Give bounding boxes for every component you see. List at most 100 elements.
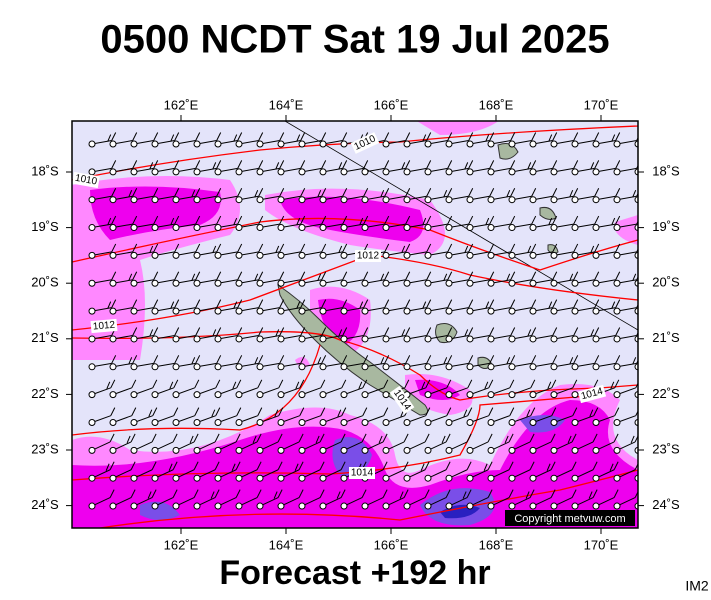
barb-station <box>88 251 96 259</box>
barb-flag <box>321 160 327 169</box>
barb-flag <box>384 215 390 225</box>
barb-flag <box>425 379 431 389</box>
barb-flag <box>341 379 347 389</box>
barb-flag <box>273 491 278 499</box>
barb-flag <box>174 215 180 225</box>
barb-station <box>529 251 537 259</box>
barb-station <box>445 419 453 426</box>
barb-station <box>487 251 495 259</box>
barb-station <box>319 446 327 454</box>
barb-station <box>571 140 579 148</box>
barb-flag <box>403 489 409 498</box>
barb-station <box>466 335 474 343</box>
barb-station <box>277 168 285 176</box>
barb-station <box>319 140 327 148</box>
barb-flag <box>615 160 621 169</box>
barb-flag <box>107 217 112 226</box>
barb-flag <box>654 246 657 253</box>
barb-flag <box>484 381 489 390</box>
barb-flag <box>111 215 117 225</box>
barb-flag <box>405 188 411 197</box>
barb-flag <box>321 188 327 197</box>
barb-flag <box>658 244 662 252</box>
barb-flag <box>424 433 430 443</box>
barb-flag <box>405 327 411 336</box>
barb-flag <box>634 462 638 470</box>
barb-station <box>235 391 243 399</box>
barb-flag <box>277 433 283 443</box>
isobar-label: 1014 <box>351 468 374 479</box>
barb-station <box>508 168 516 176</box>
barb-shaft <box>637 199 638 200</box>
barb-station <box>193 196 201 204</box>
barb-flag <box>195 215 201 225</box>
barb-station <box>508 363 516 371</box>
barb-station <box>466 224 474 232</box>
barb-station <box>508 140 516 148</box>
barb-station <box>151 502 159 510</box>
barb-station <box>529 363 537 371</box>
barb-station <box>487 363 495 371</box>
barb-station <box>256 502 264 510</box>
barb-flag <box>191 357 196 365</box>
barb-flag <box>489 355 495 364</box>
barb-flag <box>232 381 237 390</box>
barb-flag <box>485 301 490 309</box>
barb-flag <box>510 327 516 336</box>
barb-station <box>403 335 411 343</box>
barb-station <box>340 446 348 454</box>
barb-flag <box>256 433 262 443</box>
barb-flag <box>529 461 535 470</box>
barb-flag <box>321 299 327 308</box>
longitude-label: 164˚E <box>269 537 304 552</box>
longitude-label: 168˚E <box>479 97 514 112</box>
barb-flag <box>488 407 494 416</box>
barb-flag <box>189 435 194 444</box>
barb-flag <box>421 381 426 390</box>
barb-station <box>340 335 348 343</box>
barb-flag <box>422 301 427 309</box>
barb-flag <box>422 134 427 142</box>
barb-station <box>193 446 201 454</box>
barb-flag <box>567 435 572 444</box>
barb-flag <box>526 409 531 417</box>
barb-flag <box>151 433 157 443</box>
isobar-label-box <box>350 132 380 154</box>
barb-station <box>277 279 285 287</box>
barb-flag <box>300 271 306 281</box>
forecast-label: Forecast +192 hr <box>219 554 490 592</box>
barb-flag <box>488 379 494 389</box>
barb-flag <box>362 379 368 389</box>
barb-flag <box>231 463 236 471</box>
barb-flag <box>132 327 138 336</box>
barb-station <box>487 224 495 232</box>
barb-station <box>235 140 243 148</box>
barb-flag <box>235 433 241 443</box>
barb-flag <box>173 379 179 389</box>
barb-flag <box>254 357 259 365</box>
barb-station <box>592 140 600 148</box>
barb-flag <box>237 327 243 336</box>
barb-flag <box>317 273 322 281</box>
barb-flag <box>609 463 614 471</box>
barb-station <box>298 363 306 371</box>
barb-station <box>298 474 306 482</box>
barb-flag <box>153 299 159 308</box>
barb-station <box>445 251 453 259</box>
barb-flag <box>548 301 553 309</box>
barb-flag <box>237 243 243 253</box>
barb-flag <box>191 190 196 198</box>
barb-station <box>382 419 390 426</box>
barb-station <box>214 446 222 454</box>
barb-flag <box>172 489 178 498</box>
barb-flag <box>590 329 595 337</box>
barb-station <box>529 168 537 176</box>
barb-flag <box>132 299 138 308</box>
barb-station <box>172 224 180 232</box>
barb-flag <box>174 299 180 308</box>
barb-station <box>88 419 96 426</box>
barb-station <box>172 474 180 482</box>
barb-flag <box>489 160 495 169</box>
barb-station <box>130 168 138 176</box>
barb-station <box>592 335 600 343</box>
